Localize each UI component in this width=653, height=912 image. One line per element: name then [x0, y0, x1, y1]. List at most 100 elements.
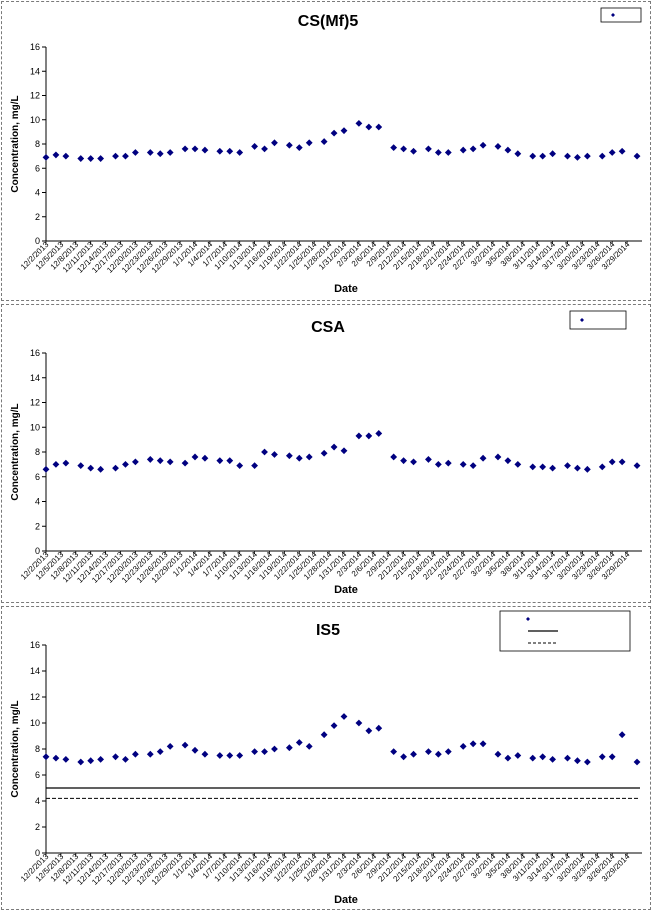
data-point [564, 462, 571, 470]
data-point [156, 150, 164, 158]
data-point [390, 748, 398, 755]
data-point [112, 753, 119, 761]
data-point [330, 129, 338, 137]
y-tick-label: 6 [35, 163, 40, 173]
data-point [132, 149, 139, 156]
data-point [236, 752, 244, 759]
data-point [77, 758, 85, 766]
legend [600, 7, 642, 23]
data-point [425, 456, 432, 463]
data-point [608, 458, 616, 466]
data-point [574, 153, 581, 161]
data-point [181, 459, 189, 467]
data-point [226, 147, 234, 155]
y-tick-label: 6 [35, 770, 40, 780]
y-tick-label: 8 [35, 447, 40, 457]
data-point [539, 152, 547, 160]
legend-swatch-marker [580, 318, 584, 322]
data-point [539, 463, 547, 471]
y-tick-label: 4 [35, 796, 40, 806]
data-point [132, 750, 139, 758]
data-point [355, 432, 363, 440]
data-point [305, 743, 313, 750]
data-point [618, 731, 626, 739]
data-point [410, 147, 417, 155]
data-point [52, 460, 60, 468]
data-point [340, 447, 348, 455]
data-point [598, 463, 606, 471]
chart-title: CS(Mf)5 [298, 13, 359, 30]
data-point [62, 459, 70, 467]
data-point [494, 750, 502, 758]
data-point [390, 453, 398, 461]
data-point [434, 750, 442, 758]
data-point [156, 748, 164, 755]
data-point [251, 462, 258, 470]
y-tick-label: 2 [35, 521, 40, 531]
x-axis-label: Date [334, 894, 358, 906]
data-point [583, 465, 591, 473]
data-point [365, 432, 373, 440]
data-point [400, 457, 407, 465]
data-point [434, 460, 442, 468]
data-point [355, 119, 363, 127]
data-point [479, 454, 487, 462]
data-point [271, 451, 278, 458]
data-point [459, 146, 467, 154]
y-tick-label: 0 [35, 236, 40, 246]
data-point [608, 753, 616, 761]
data-point [444, 149, 452, 156]
data-point [122, 756, 129, 763]
data-point [320, 449, 328, 457]
data-point [549, 464, 556, 472]
y-tick-label: 0 [35, 546, 40, 556]
chart-panel-csa: CSA 0 2 4 6 8 10 12 14 16 Concentration, mg/L 12/2/… [1, 304, 651, 603]
data-point [97, 756, 105, 763]
data-point [226, 457, 234, 465]
y-tick-label: 8 [35, 744, 40, 754]
data-point [191, 453, 199, 461]
data-point [365, 123, 373, 131]
y-tick-label: 16 [30, 42, 40, 52]
data-point [62, 756, 70, 763]
y-tick-label: 6 [35, 472, 40, 482]
data-point [330, 722, 338, 729]
data-point [400, 753, 407, 761]
data-point [295, 739, 303, 746]
data-point [574, 464, 581, 472]
data-point [166, 743, 174, 750]
data-point [285, 452, 293, 460]
data-point [52, 754, 60, 762]
data-point [271, 745, 278, 753]
data-point [261, 448, 268, 456]
data-point [504, 457, 512, 465]
y-tick-label: 16 [30, 640, 40, 650]
y-tick-label: 12 [30, 91, 40, 101]
legend-box [600, 7, 642, 23]
data-point [191, 145, 199, 153]
x-axis-label: Date [334, 283, 358, 295]
data-point [583, 152, 591, 160]
data-point [87, 155, 95, 162]
data-point [236, 462, 244, 470]
data-point [236, 149, 244, 156]
legend-swatch-marker [526, 617, 530, 621]
data-point [201, 146, 209, 154]
data-point [42, 153, 50, 161]
data-point [122, 460, 129, 468]
data-point [365, 727, 373, 735]
legend [499, 610, 631, 652]
data-point [77, 462, 85, 470]
data-point [539, 753, 547, 761]
data-point [469, 740, 477, 748]
data-point [216, 752, 224, 759]
data-point [633, 152, 641, 160]
data-point [122, 152, 129, 160]
data-point [633, 758, 641, 766]
legend [569, 310, 627, 330]
data-point [156, 457, 164, 465]
legend-box [499, 610, 631, 652]
data-point [52, 151, 60, 159]
